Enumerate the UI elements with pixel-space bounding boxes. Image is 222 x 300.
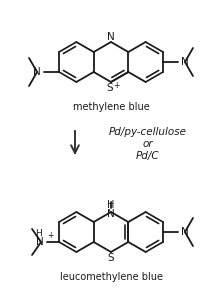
Text: N: N bbox=[181, 57, 189, 67]
Text: leucomethylene blue: leucomethylene blue bbox=[59, 272, 163, 282]
Text: H: H bbox=[107, 200, 115, 210]
Text: N: N bbox=[181, 227, 189, 237]
Text: methylene blue: methylene blue bbox=[73, 102, 149, 112]
Text: N: N bbox=[33, 67, 41, 77]
Text: +: + bbox=[47, 230, 53, 239]
Text: S: S bbox=[108, 253, 114, 263]
Text: N: N bbox=[107, 209, 115, 219]
Text: N: N bbox=[36, 237, 44, 247]
Text: Pd/C: Pd/C bbox=[136, 151, 160, 161]
Text: +: + bbox=[113, 82, 119, 91]
Text: H: H bbox=[35, 230, 42, 238]
Text: or: or bbox=[143, 139, 153, 149]
Text: Pd/py-cellulose: Pd/py-cellulose bbox=[109, 127, 187, 137]
Text: N: N bbox=[107, 32, 115, 42]
Text: S: S bbox=[107, 83, 113, 93]
